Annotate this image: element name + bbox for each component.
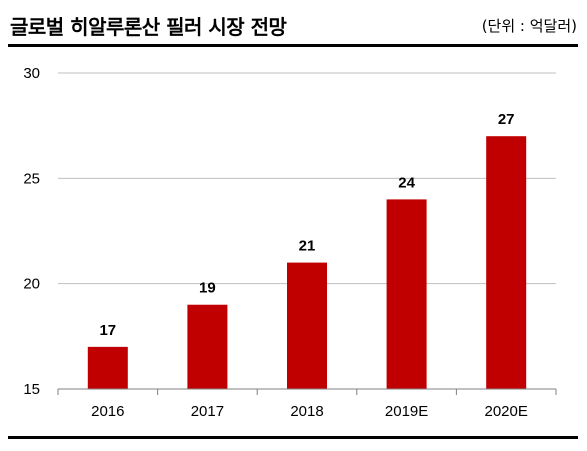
data-labels: 17 19 21 24 27 bbox=[99, 111, 514, 339]
x-tick-label-2019E: 2019E bbox=[385, 403, 428, 420]
y-tick-label-25: 25 bbox=[23, 170, 40, 187]
x-axis-ticks: 2016 2017 2018 2019E 2020E bbox=[91, 403, 528, 420]
data-label-2020E: 27 bbox=[498, 111, 515, 128]
bar-2019E bbox=[386, 199, 427, 389]
bar-2017 bbox=[187, 304, 228, 389]
x-axis bbox=[57, 388, 557, 395]
bars bbox=[87, 136, 527, 389]
y-tick-label-15: 15 bbox=[23, 381, 40, 398]
data-label-2017: 19 bbox=[199, 280, 216, 297]
data-label-2016: 17 bbox=[99, 322, 116, 339]
bar-2020E bbox=[486, 136, 527, 389]
data-label-2019E: 24 bbox=[398, 174, 415, 191]
y-tick-label-30: 30 bbox=[23, 65, 40, 82]
chart-unit-label: (단위 : 억달러) bbox=[481, 17, 577, 35]
bar-2018 bbox=[287, 262, 327, 389]
x-tick-label-2016: 2016 bbox=[91, 403, 124, 420]
y-axis-ticks: 15 20 25 30 bbox=[23, 65, 40, 398]
data-label-2018: 21 bbox=[299, 238, 316, 255]
x-tick-label-2017: 2017 bbox=[191, 403, 224, 420]
top-rule bbox=[8, 44, 578, 47]
bar-2016 bbox=[87, 346, 128, 389]
chart-title: 글로벌 히알루론산 필러 시장 전망 bbox=[10, 15, 287, 39]
x-tick-label-2020E: 2020E bbox=[485, 403, 528, 420]
chart-header: 글로벌 히알루론산 필러 시장 전망 (단위 : 억달러) bbox=[0, 0, 587, 44]
x-tick-label-2018: 2018 bbox=[290, 403, 323, 420]
bottom-rule bbox=[8, 436, 578, 439]
y-tick-label-20: 20 bbox=[23, 276, 40, 293]
